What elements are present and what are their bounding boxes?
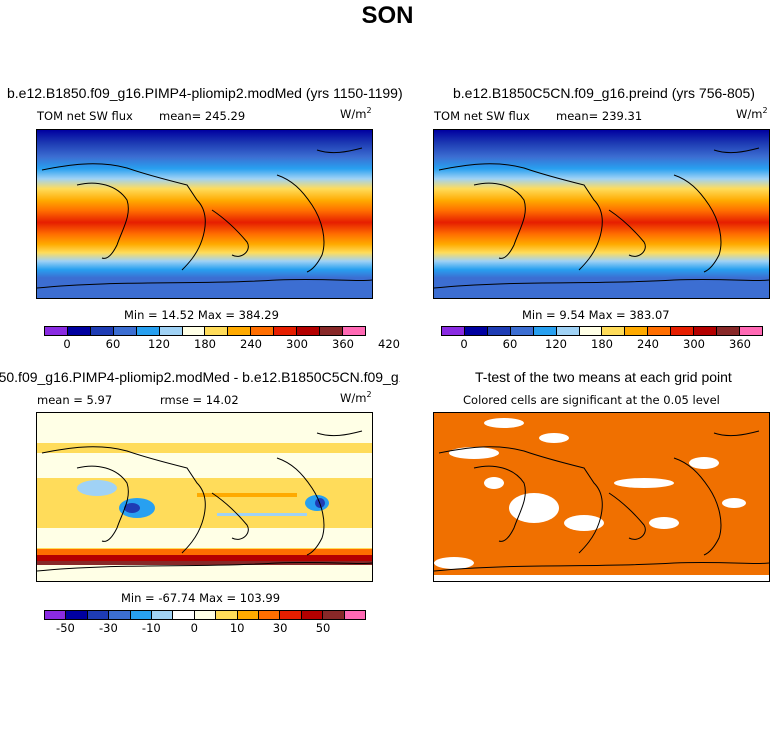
colorbar-swatch (216, 611, 238, 619)
colorbar-tick-label: 180 (591, 337, 613, 351)
colorbar-tick-label: 0 (63, 337, 71, 351)
colorbar-swatch (625, 327, 649, 335)
colorbar-swatch (579, 327, 603, 335)
colorbar-swatch (464, 327, 488, 335)
colorbar-tick-label: 420 (378, 337, 400, 351)
colorbar-swatch (251, 327, 275, 335)
figure-title: SON (361, 2, 414, 29)
colorbar-swatch (274, 327, 298, 335)
colorbar-tick-label: 120 (148, 337, 170, 351)
panel4-title: T-test of the two means at each grid poi… (475, 369, 732, 385)
panel1-map-svg (37, 130, 372, 298)
colorbar-swatch (671, 327, 695, 335)
colorbar-swatch (487, 327, 511, 335)
colorbar-swatch (442, 327, 465, 335)
colorbar-swatch (152, 611, 174, 619)
colorbar-swatch (717, 327, 740, 335)
colorbar-tick-label: 300 (683, 337, 705, 351)
colorbar-tick-label: -50 (56, 621, 75, 635)
colorbar-swatch (648, 327, 672, 335)
colorbar-tick-label: 0 (190, 621, 198, 635)
colorbar-swatch (87, 611, 110, 619)
colorbar-swatch (320, 327, 343, 335)
colorbar-swatch (130, 611, 153, 619)
colorbar-swatch (45, 327, 68, 335)
panel3-colorbar-ticks: -50 -30 -10 0 10 30 50 (44, 621, 366, 635)
colorbar-swatch (344, 611, 366, 619)
colorbar-tick-label: 50 (315, 621, 331, 635)
panel1-mean: mean= 245.29 (159, 109, 246, 123)
panel4-map-svg (434, 413, 769, 581)
colorbar-swatch (90, 327, 114, 335)
colorbar-swatch (109, 611, 131, 619)
panel3-units: W/m2 (340, 390, 372, 405)
colorbar-swatch (297, 327, 321, 335)
panel1-map (36, 129, 373, 299)
colorbar-swatch (66, 611, 88, 619)
colorbar-tick-label: 30 (272, 621, 288, 635)
panel3-mean: mean = 5.97 (37, 393, 113, 407)
panel1-colorbar (44, 326, 366, 336)
panel3-minmax: Min = -67.74 Max = 103.99 (121, 591, 281, 605)
colorbar-tick-label: 120 (545, 337, 567, 351)
colorbar-tick-label: 60 (105, 337, 121, 351)
colorbar-tick-label: 240 (240, 337, 262, 351)
colorbar-swatch (323, 611, 345, 619)
colorbar-tick-label: 180 (194, 337, 216, 351)
colorbar-swatch (694, 327, 718, 335)
colorbar-swatch (739, 327, 762, 335)
panel2-map-svg (434, 130, 769, 298)
colorbar-swatch (510, 327, 534, 335)
colorbar-swatch (301, 611, 324, 619)
colorbar-swatch (280, 611, 302, 619)
colorbar-tick-label: 10 (229, 621, 245, 635)
panel2-minmax: Min = 9.54 Max = 383.07 (522, 308, 670, 322)
panel1-units: W/m2 (340, 106, 372, 121)
colorbar-swatch (194, 611, 217, 619)
panel2-title: b.e12.B1850C5CN.f09_g16.preind (yrs 756-… (453, 85, 755, 101)
panel3-map (36, 412, 373, 582)
colorbar-tick-label: -30 (98, 621, 118, 635)
panel3-title: b.e12.B1850.f09_g16.PIMP4-pliomip2.modMe… (0, 369, 400, 385)
panel2-mean: mean= 239.31 (556, 109, 643, 123)
colorbar-tick-label: 300 (286, 337, 308, 351)
panel2-units: W/m2 (736, 106, 768, 121)
colorbar-swatch (259, 611, 281, 619)
colorbar-swatch (228, 327, 252, 335)
colorbar-swatch (173, 611, 195, 619)
colorbar-swatch (237, 611, 260, 619)
panel4-map (433, 412, 770, 582)
colorbar-tick-label: 0 (460, 337, 468, 351)
panel1-colorbar-ticks: 0 60 120 180 240 300 360 420 (44, 337, 400, 351)
panel3-colorbar (44, 610, 366, 620)
panel4-subtitle: Colored cells are significant at the 0.0… (463, 393, 720, 407)
panel2-subtitle: TOM net SW flux (434, 109, 530, 123)
colorbar-tick-label: 60 (502, 337, 518, 351)
panel2-map (433, 129, 770, 299)
panel3-title-clip: b.e12.B1850.f09_g16.PIMP4-pliomip2.modMe… (0, 369, 400, 387)
panel2-colorbar (441, 326, 763, 336)
colorbar-tick-label: 360 (332, 337, 354, 351)
colorbar-tick-label: 240 (637, 337, 659, 351)
colorbar-swatch (159, 327, 183, 335)
colorbar-swatch (342, 327, 365, 335)
panel3-rmse: rmse = 14.02 (160, 393, 239, 407)
colorbar-swatch (556, 327, 580, 335)
colorbar-swatch (136, 327, 160, 335)
panel1-minmax: Min = 14.52 Max = 384.29 (124, 308, 279, 322)
colorbar-swatch (602, 327, 626, 335)
colorbar-swatch (67, 327, 91, 335)
panel1-subtitle: TOM net SW flux (37, 109, 133, 123)
colorbar-swatch (205, 327, 229, 335)
colorbar-swatch (182, 327, 206, 335)
colorbar-tick-label: -10 (141, 621, 161, 635)
panel1-title: b.e12.B1850.f09_g16.PIMP4-pliomip2.modMe… (7, 85, 403, 101)
colorbar-swatch (113, 327, 137, 335)
panel3-map-svg (37, 413, 372, 581)
colorbar-tick-label: 360 (729, 337, 751, 351)
colorbar-swatch (45, 611, 67, 619)
colorbar-swatch (533, 327, 557, 335)
